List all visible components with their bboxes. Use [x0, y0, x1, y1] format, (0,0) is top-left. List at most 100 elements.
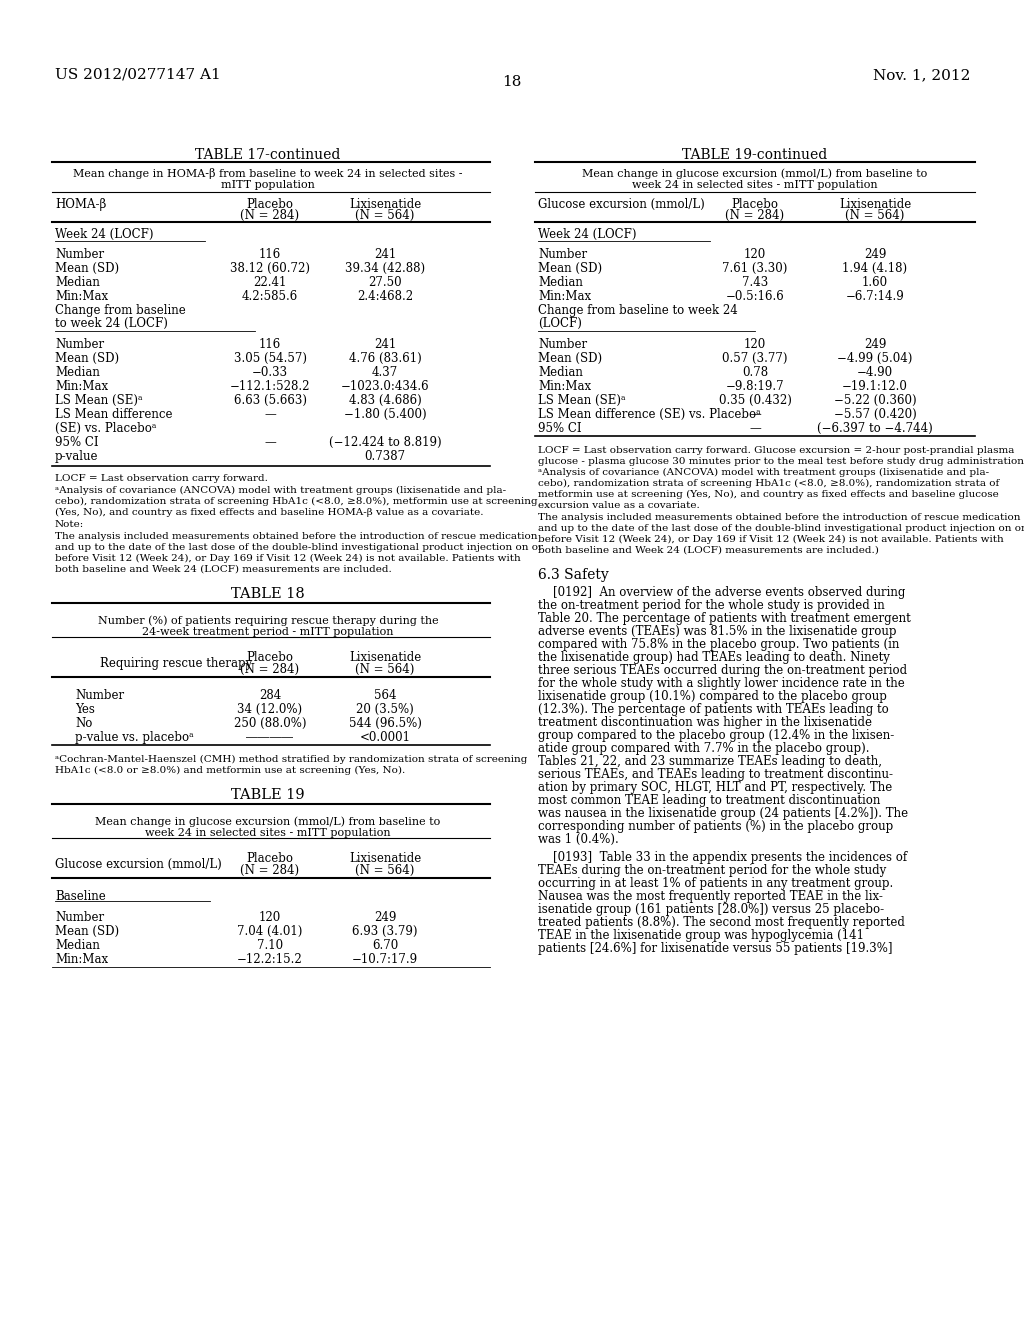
Text: (SE) vs. Placeboᵃ: (SE) vs. Placeboᵃ [55, 422, 157, 436]
Text: HOMA-β: HOMA-β [55, 198, 106, 211]
Text: —: — [264, 436, 275, 449]
Text: TABLE 19: TABLE 19 [231, 788, 305, 803]
Text: LS Mean (SE)ᵃ: LS Mean (SE)ᵃ [538, 393, 626, 407]
Text: 241: 241 [374, 248, 396, 261]
Text: 544 (96.5%): 544 (96.5%) [348, 717, 422, 730]
Text: Number: Number [55, 911, 104, 924]
Text: 6.93 (3.79): 6.93 (3.79) [352, 925, 418, 939]
Text: 250 (88.0%): 250 (88.0%) [233, 717, 306, 730]
Text: 6.3 Safety: 6.3 Safety [538, 568, 608, 582]
Text: 120: 120 [259, 911, 282, 924]
Text: 249: 249 [864, 248, 886, 261]
Text: ᵃAnalysis of covariance (ANCOVA) model with treatment groups (lixisenatide and p: ᵃAnalysis of covariance (ANCOVA) model w… [538, 469, 989, 477]
Text: −4.99 (5.04): −4.99 (5.04) [838, 352, 912, 366]
Text: TABLE 17-continued: TABLE 17-continued [196, 148, 341, 162]
Text: −9.8:19.7: −9.8:19.7 [726, 380, 784, 393]
Text: Number: Number [55, 248, 104, 261]
Text: −5.57 (0.420): −5.57 (0.420) [834, 408, 916, 421]
Text: Min:Max: Min:Max [538, 380, 591, 393]
Text: 34 (12.0%): 34 (12.0%) [238, 704, 302, 715]
Text: p-value: p-value [55, 450, 98, 463]
Text: 7.61 (3.30): 7.61 (3.30) [722, 261, 787, 275]
Text: −112.1:528.2: −112.1:528.2 [229, 380, 310, 393]
Text: 0.78: 0.78 [742, 366, 768, 379]
Text: corresponding number of patients (%) in the placebo group: corresponding number of patients (%) in … [538, 820, 893, 833]
Text: Requiring rescue therapy: Requiring rescue therapy [100, 657, 252, 671]
Text: serious TEAEs, and TEAEs leading to treatment discontinu-: serious TEAEs, and TEAEs leading to trea… [538, 768, 893, 781]
Text: 564: 564 [374, 689, 396, 702]
Text: metformin use at screening (Yes, No), and country as fixed effects and baseline : metformin use at screening (Yes, No), an… [538, 490, 998, 499]
Text: Number: Number [75, 689, 124, 702]
Text: TEAE in the lixisenatide group was hypoglycemia (141: TEAE in the lixisenatide group was hypog… [538, 929, 864, 942]
Text: −1023.0:434.6: −1023.0:434.6 [341, 380, 429, 393]
Text: Number: Number [538, 338, 587, 351]
Text: (Yes, No), and country as fixed effects and baseline HOMA-β value as a covariate: (Yes, No), and country as fixed effects … [55, 508, 483, 517]
Text: —: — [750, 408, 761, 421]
Text: and up to the date of the last dose of the double-blind investigational product : and up to the date of the last dose of t… [538, 524, 1024, 533]
Text: ᵃCochran-Mantel-Haenszel (CMH) method stratified by randomization strata of scre: ᵃCochran-Mantel-Haenszel (CMH) method st… [55, 755, 527, 764]
Text: three serious TEAEs occurred during the on-treatment period: three serious TEAEs occurred during the … [538, 664, 907, 677]
Text: (N = 564): (N = 564) [355, 865, 415, 876]
Text: 4.37: 4.37 [372, 366, 398, 379]
Text: 241: 241 [374, 338, 396, 351]
Text: 95% CI: 95% CI [538, 422, 582, 436]
Text: −12.2:15.2: −12.2:15.2 [238, 953, 303, 966]
Text: No: No [75, 717, 92, 730]
Text: 120: 120 [743, 248, 766, 261]
Text: glucose - plasma glucose 30 minutes prior to the meal test before study drug adm: glucose - plasma glucose 30 minutes prio… [538, 457, 1024, 466]
Text: treatment discontinuation was higher in the lixisenatide: treatment discontinuation was higher in … [538, 715, 872, 729]
Text: cebo), randomization strata of screening HbA1c (<8.0, ≥8.0%), randomization stra: cebo), randomization strata of screening… [538, 479, 999, 488]
Text: 0.57 (3.77): 0.57 (3.77) [722, 352, 787, 366]
Text: (−6.397 to −4.744): (−6.397 to −4.744) [817, 422, 933, 436]
Text: 20 (3.5%): 20 (3.5%) [356, 704, 414, 715]
Text: —: — [750, 422, 761, 436]
Text: Nov. 1, 2012: Nov. 1, 2012 [872, 69, 970, 82]
Text: patients [24.6%] for lixisenatide versus 55 patients [19.3%]: patients [24.6%] for lixisenatide versus… [538, 942, 893, 954]
Text: p-value vs. placeboᵃ: p-value vs. placeboᵃ [75, 731, 194, 744]
Text: before Visit 12 (Week 24), or Day 169 if Visit 12 (Week 24) is not available. Pa: before Visit 12 (Week 24), or Day 169 if… [538, 535, 1004, 544]
Text: LOCF = Last observation carry forward.: LOCF = Last observation carry forward. [55, 474, 268, 483]
Text: Nausea was the most frequently reported TEAE in the lix-: Nausea was the most frequently reported … [538, 890, 883, 903]
Text: Mean (SD): Mean (SD) [55, 925, 119, 939]
Text: most common TEAE leading to treatment discontinuation: most common TEAE leading to treatment di… [538, 795, 881, 807]
Text: and up to the date of the last dose of the double-blind investigational product : and up to the date of the last dose of t… [55, 543, 543, 552]
Text: lixisenatide group (10.1%) compared to the placebo group: lixisenatide group (10.1%) compared to t… [538, 690, 887, 704]
Text: Mean change in glucose excursion (mmol/L) from baseline to: Mean change in glucose excursion (mmol/L… [95, 816, 440, 826]
Text: Mean (SD): Mean (SD) [538, 352, 602, 366]
Text: occurring in at least 1% of patients in any treatment group.: occurring in at least 1% of patients in … [538, 876, 893, 890]
Text: Lixisenatide: Lixisenatide [839, 198, 911, 211]
Text: 39.34 (42.88): 39.34 (42.88) [345, 261, 425, 275]
Text: Median: Median [538, 366, 583, 379]
Text: −0.5:16.6: −0.5:16.6 [726, 290, 784, 304]
Text: 95% CI: 95% CI [55, 436, 98, 449]
Text: Glucose excursion (mmol/L): Glucose excursion (mmol/L) [55, 858, 222, 871]
Text: Change from baseline to week 24: Change from baseline to week 24 [538, 304, 737, 317]
Text: Median: Median [55, 939, 100, 952]
Text: both baseline and Week 24 (LOCF) measurements are included.: both baseline and Week 24 (LOCF) measure… [55, 565, 392, 574]
Text: Mean (SD): Mean (SD) [538, 261, 602, 275]
Text: (N = 564): (N = 564) [355, 663, 415, 676]
Text: 7.04 (4.01): 7.04 (4.01) [238, 925, 303, 939]
Text: Change from baseline: Change from baseline [55, 304, 185, 317]
Text: (N = 284): (N = 284) [241, 209, 300, 222]
Text: Min:Max: Min:Max [55, 380, 109, 393]
Text: 7.43: 7.43 [741, 276, 768, 289]
Text: atide group compared with 7.7% in the placebo group).: atide group compared with 7.7% in the pl… [538, 742, 869, 755]
Text: The analysis included measurements obtained before the introduction of rescue me: The analysis included measurements obtai… [538, 513, 1021, 521]
Text: LOCF = Last observation carry forward. Glucose excursion = 2-hour post-prandial : LOCF = Last observation carry forward. G… [538, 446, 1015, 455]
Text: compared with 75.8% in the placebo group. Two patients (in: compared with 75.8% in the placebo group… [538, 638, 899, 651]
Text: (N = 284): (N = 284) [725, 209, 784, 222]
Text: Yes: Yes [75, 704, 95, 715]
Text: —: — [264, 408, 275, 421]
Text: (LOCF): (LOCF) [538, 317, 582, 330]
Text: week 24 in selected sites - mITT population: week 24 in selected sites - mITT populat… [145, 828, 391, 838]
Text: group compared to the placebo group (12.4% in the lixisen-: group compared to the placebo group (12.… [538, 729, 894, 742]
Text: Placebo: Placebo [247, 851, 294, 865]
Text: ation by primary SOC, HLGT, HLT and PT, respectively. The: ation by primary SOC, HLGT, HLT and PT, … [538, 781, 892, 795]
Text: Placebo: Placebo [247, 198, 294, 211]
Text: 116: 116 [259, 338, 282, 351]
Text: 4.76 (83.61): 4.76 (83.61) [348, 352, 421, 366]
Text: Glucose excursion (mmol/L): Glucose excursion (mmol/L) [538, 198, 705, 211]
Text: for the whole study with a slightly lower incidence rate in the: for the whole study with a slightly lowe… [538, 677, 905, 690]
Text: both baseline and Week 24 (LOCF) measurements are included.): both baseline and Week 24 (LOCF) measure… [538, 546, 879, 554]
